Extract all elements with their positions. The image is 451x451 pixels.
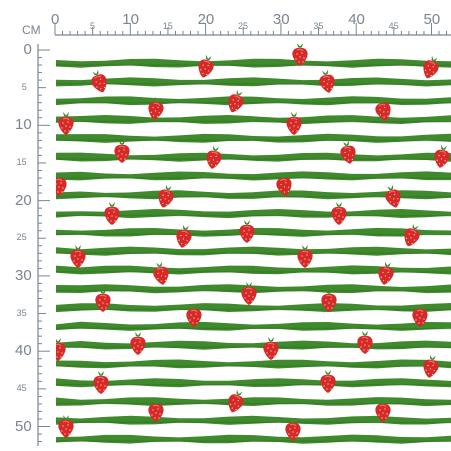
- ruler-left-label: 10: [15, 117, 32, 132]
- ruler-left-label: 25: [17, 233, 27, 242]
- ruler-left-label: 5: [22, 83, 27, 92]
- ruler-top-label: 45: [389, 22, 399, 31]
- ruler-top-label: 15: [163, 22, 173, 31]
- ruler-left-label: 45: [17, 384, 27, 393]
- ruler-top-label: 10: [122, 12, 139, 27]
- ruler-top-label: 50: [424, 12, 441, 27]
- vertical-ruler: 0 5 10 15 20 25 30 35 40 45 50: [0, 0, 56, 446]
- ruler-left-label: 35: [17, 309, 27, 318]
- ruler-left-label: 30: [15, 268, 32, 283]
- ruler-top-label: 40: [348, 12, 365, 27]
- ruler-left-label: 0: [24, 42, 32, 57]
- horizontal-ruler-ticks: [0, 0, 451, 44]
- ruler-left-label: 20: [15, 193, 32, 208]
- strawberry-stripe-fabric-pattern: [56, 44, 451, 446]
- ruler-left-label: 50: [15, 419, 32, 434]
- ruler-top-label: 5: [90, 22, 95, 31]
- ruler-top-label: 30: [273, 12, 290, 27]
- ruler-top-label: 35: [313, 22, 323, 31]
- vertical-ruler-ticks: [0, 0, 56, 446]
- ruler-left-label: 15: [17, 158, 27, 167]
- ruler-left-label: 40: [15, 343, 32, 358]
- ruler-top-label: 25: [238, 22, 248, 31]
- ruler-top-label: 20: [198, 12, 215, 27]
